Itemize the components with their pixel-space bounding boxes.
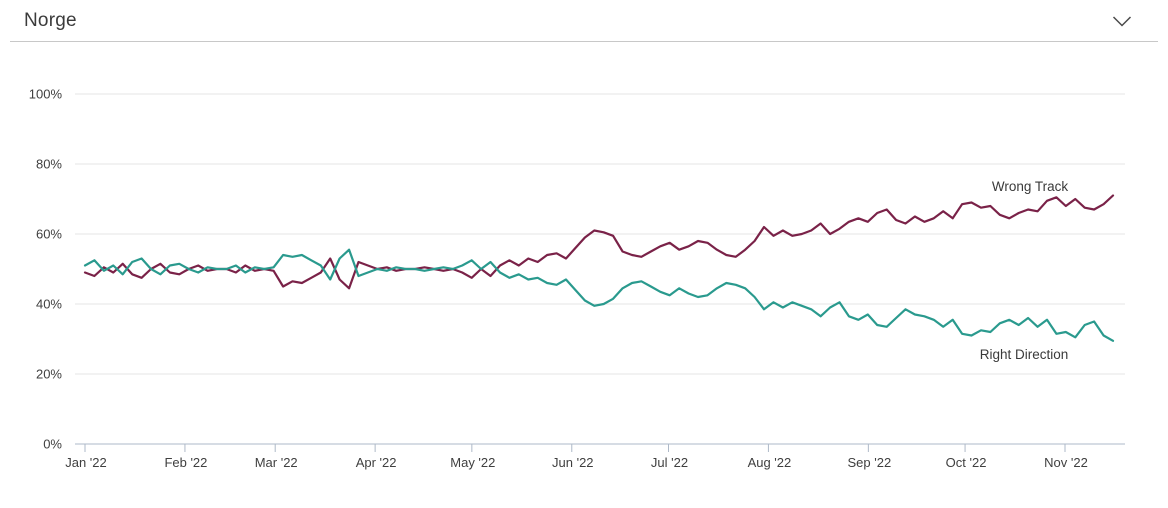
y-axis-label: 40% — [36, 297, 62, 312]
line-chart-canvas: 0% 20% 40% 60% 80% 100% Jan '22 Feb '22 Mar '22 A… — [29, 87, 1125, 470]
x-axis-label: Jul '22 — [651, 455, 688, 470]
x-axis-label: Nov '22 — [1044, 455, 1088, 470]
x-axis-label: Mar '22 — [255, 455, 298, 470]
trend-chart: 0% 20% 40% 60% 80% 100% Jan '22 Feb '22 Mar '22 A… — [0, 42, 1168, 504]
y-axis-label: 100% — [29, 87, 63, 102]
y-axis-label: 80% — [36, 157, 62, 172]
x-axis-label: Apr '22 — [356, 455, 397, 470]
collapse-toggle[interactable] — [1112, 15, 1132, 27]
x-axis-label: Jan '22 — [65, 455, 107, 470]
x-axis-label: Feb '22 — [164, 455, 207, 470]
header-divider — [10, 41, 1158, 42]
series-label-wrong-track: Wrong Track — [992, 179, 1069, 194]
x-axis-label: Oct '22 — [946, 455, 987, 470]
x-axis-label: May '22 — [450, 455, 495, 470]
x-axis-label: Aug '22 — [748, 455, 792, 470]
series-label-right-direction: Right Direction — [980, 347, 1069, 362]
series-line-wrong-track — [83, 194, 1115, 290]
page-title: Norge — [24, 10, 77, 31]
chevron-down-icon[interactable] — [1112, 15, 1132, 27]
chart-header: Norge — [0, 0, 1168, 41]
series-line-right-direction — [83, 248, 1115, 342]
y-axis-label: 0% — [43, 437, 62, 452]
x-axis-label: Jun '22 — [552, 455, 594, 470]
y-axis-label: 20% — [36, 367, 62, 382]
y-axis-label: 60% — [36, 227, 62, 242]
x-axis-label: Sep '22 — [848, 455, 892, 470]
